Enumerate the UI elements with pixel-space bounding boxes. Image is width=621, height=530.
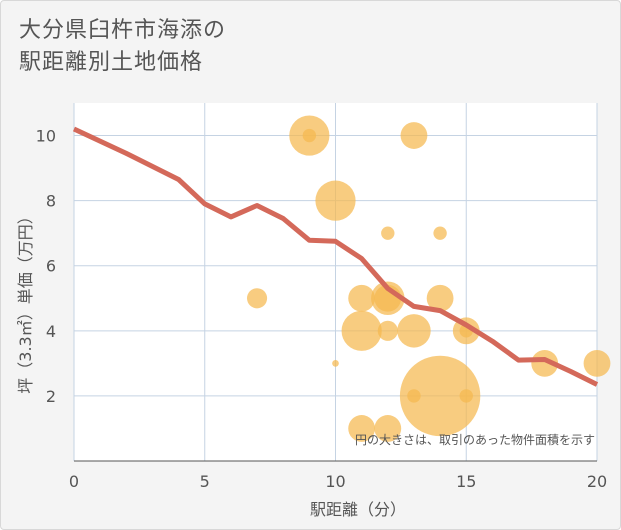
- bubble-point-19: [399, 355, 481, 437]
- x-tick-label-4: 20: [587, 472, 607, 491]
- bubble-point-11: [341, 310, 382, 351]
- bubble-point-7: [348, 284, 376, 312]
- title-line-2: 駅距離別土地価格: [19, 50, 204, 75]
- bubble-point-22: [348, 415, 376, 442]
- x-tick-label-2: 10: [325, 472, 345, 491]
- bubble-point-23: [374, 415, 402, 442]
- trend-line-group: [72, 126, 599, 387]
- bubble-point-16: [332, 360, 339, 367]
- bubble-size-note: 円の大きさは、取引のあった物件面積を示す: [355, 432, 595, 447]
- y-tick-label-3: 8: [46, 192, 56, 211]
- y-tick-labels: 2 4 6 8 10: [36, 127, 56, 406]
- x-tick-labels: 0 5 10 15 20: [69, 472, 607, 491]
- bubble-point-2: [400, 122, 428, 149]
- y-tick-label-1: 4: [46, 322, 56, 341]
- bubble-point-5: [433, 226, 447, 240]
- bubble-point-10: [426, 284, 454, 312]
- bubble-series: [246, 115, 611, 442]
- title-line-1: 大分県臼杵市海添の: [19, 18, 227, 43]
- y-tick-label-4: 10: [36, 127, 56, 146]
- bubble-point-13: [397, 314, 431, 348]
- bubble-point-17: [531, 349, 559, 377]
- bubble-point-18: [583, 349, 611, 377]
- y-tick-label-2: 6: [46, 257, 56, 276]
- bubble-point-6: [246, 288, 268, 309]
- x-tick-label-0: 0: [69, 472, 79, 491]
- chart-title: 大分県臼杵市海添の 駅距離別土地価格: [19, 15, 226, 79]
- bubble-point-1: [302, 128, 317, 143]
- bubble-point-3: [315, 180, 356, 221]
- x-axis-label: 駅距離（分）: [310, 500, 406, 519]
- bubble-point-21: [459, 389, 473, 403]
- y-tick-label-0: 2: [46, 387, 56, 406]
- x-tick-label-3: 15: [456, 472, 476, 491]
- y-axis-label: 坪（3.3㎡）単価（万円）: [16, 208, 35, 393]
- trend-line: [72, 126, 599, 387]
- bubble-point-12: [377, 320, 398, 341]
- bubble-point-4: [381, 226, 395, 240]
- bubble-point-20: [407, 389, 421, 403]
- x-tick-label-1: 5: [200, 472, 210, 491]
